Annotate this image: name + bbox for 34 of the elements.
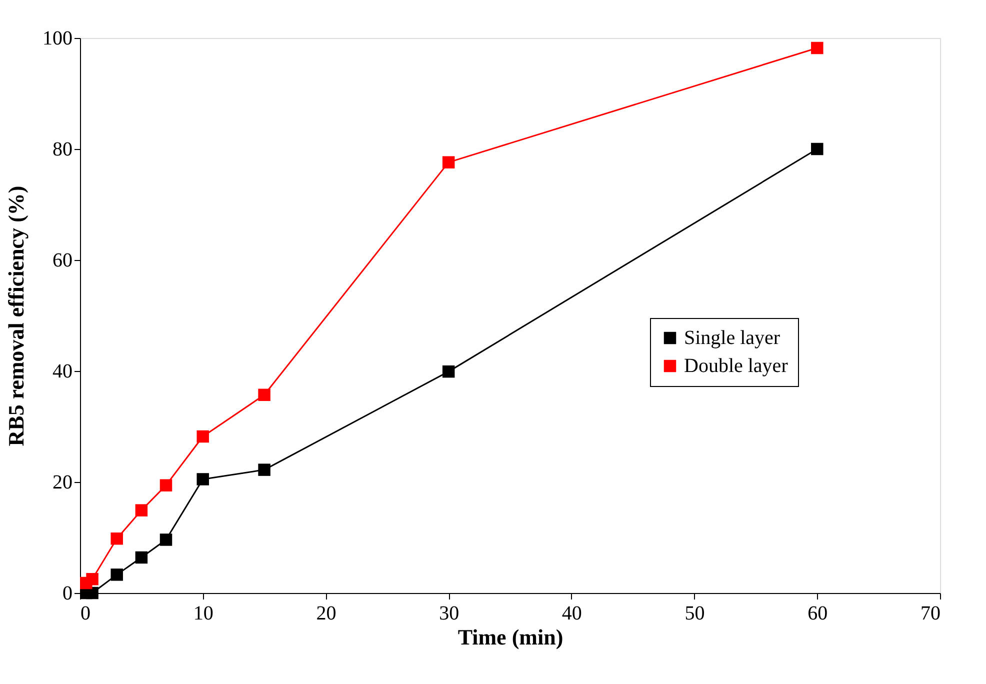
legend-label: Single layer — [684, 327, 780, 349]
point — [811, 142, 824, 156]
x-tick-label: 40 — [562, 602, 582, 624]
point — [135, 551, 148, 564]
point — [160, 534, 172, 546]
x-tick-label: 30 — [439, 602, 460, 624]
y-tick-label: 20 — [52, 472, 72, 494]
y-axis-title: RB5 removal efficiency (%) — [4, 186, 28, 446]
point — [110, 532, 123, 545]
point — [442, 365, 455, 378]
y-tick-label: 0 — [62, 582, 72, 604]
point — [110, 568, 123, 581]
y-tick-label: 40 — [52, 360, 72, 382]
x-tick-label: 70 — [920, 602, 940, 624]
y-tick-label: 100 — [42, 28, 72, 50]
x-axis-title: Time (min) — [458, 624, 564, 650]
point — [196, 430, 209, 443]
point — [135, 504, 148, 516]
point — [258, 464, 270, 476]
point — [86, 586, 98, 600]
y-tick-label: 80 — [52, 138, 72, 160]
x-tick-label: 10 — [193, 602, 214, 624]
x-tick-label: 60 — [808, 602, 828, 624]
x-tick-label: 0 — [80, 602, 90, 624]
point — [258, 388, 270, 401]
point — [160, 479, 172, 492]
point — [86, 573, 98, 586]
x-tick-label: 20 — [316, 602, 336, 624]
y-tick-label: 60 — [52, 250, 72, 272]
x-tick-label: 50 — [684, 602, 705, 624]
point — [442, 156, 455, 168]
legend-label: Double layer — [684, 355, 788, 377]
point — [196, 473, 209, 486]
point — [811, 42, 824, 54]
